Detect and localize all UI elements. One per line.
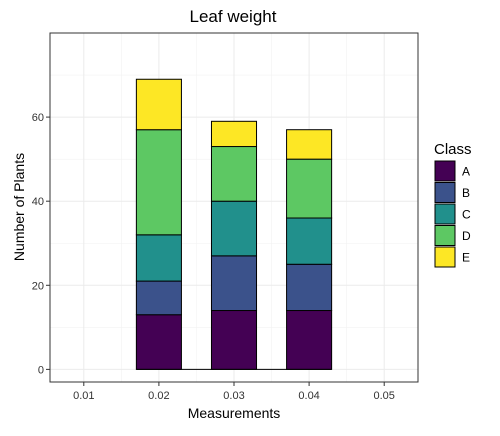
x-tick-label: 0.03	[223, 390, 244, 402]
x-axis: 0.01 0.02 0.03 0.04 0.05	[73, 382, 395, 402]
bar-segment-a-2	[286, 310, 333, 370]
legend-label-b: B	[462, 186, 470, 200]
bar-segment-d-1	[210, 146, 258, 202]
legend-label-d: D	[462, 229, 471, 243]
bar-segment-d-0	[135, 129, 182, 236]
bar-segment-c-2	[286, 217, 333, 265]
chart-title: Leaf weight	[190, 7, 277, 26]
y-tick-label: 0	[38, 364, 44, 376]
y-axis-title: Number of Plants	[11, 153, 27, 261]
x-tick-label: 0.01	[73, 390, 94, 402]
x-axis-title: Measurements	[188, 405, 281, 421]
bar-segment-c-0	[135, 234, 182, 282]
y-tick-label: 60	[32, 112, 44, 124]
bar-segment-c-1	[210, 200, 258, 257]
legend-label-a: A	[462, 165, 470, 179]
bar-segment-d-2	[286, 158, 333, 219]
legend-key-a	[434, 160, 456, 182]
bar-segment-b-1	[210, 255, 258, 312]
bar-segment-a-0	[135, 314, 182, 370]
x-tick-label: 0.05	[373, 390, 394, 402]
x-tick-label: 0.04	[298, 390, 319, 402]
legend-label-e: E	[462, 251, 470, 265]
legend-title: Class	[434, 141, 472, 158]
bars	[135, 78, 333, 370]
y-tick-label: 40	[32, 196, 44, 208]
legend-key-c	[434, 203, 456, 225]
y-axis: 0 20 40 60	[32, 112, 50, 376]
legend-label-c: C	[462, 208, 471, 222]
legend-key-b	[434, 182, 456, 203]
plot-border	[49, 32, 419, 383]
bar-segment-e-0	[135, 78, 182, 131]
legend-key-d	[434, 225, 456, 246]
y-tick-label: 20	[32, 280, 44, 292]
x-tick-label: 0.02	[148, 390, 169, 402]
legend-key-e	[434, 246, 456, 268]
bar-segment-b-0	[135, 280, 182, 316]
bar-segment-a-1	[210, 310, 258, 370]
bar-segment-e-1	[210, 120, 258, 148]
bar-segment-e-2	[286, 129, 333, 160]
bar-segment-b-2	[286, 263, 333, 312]
